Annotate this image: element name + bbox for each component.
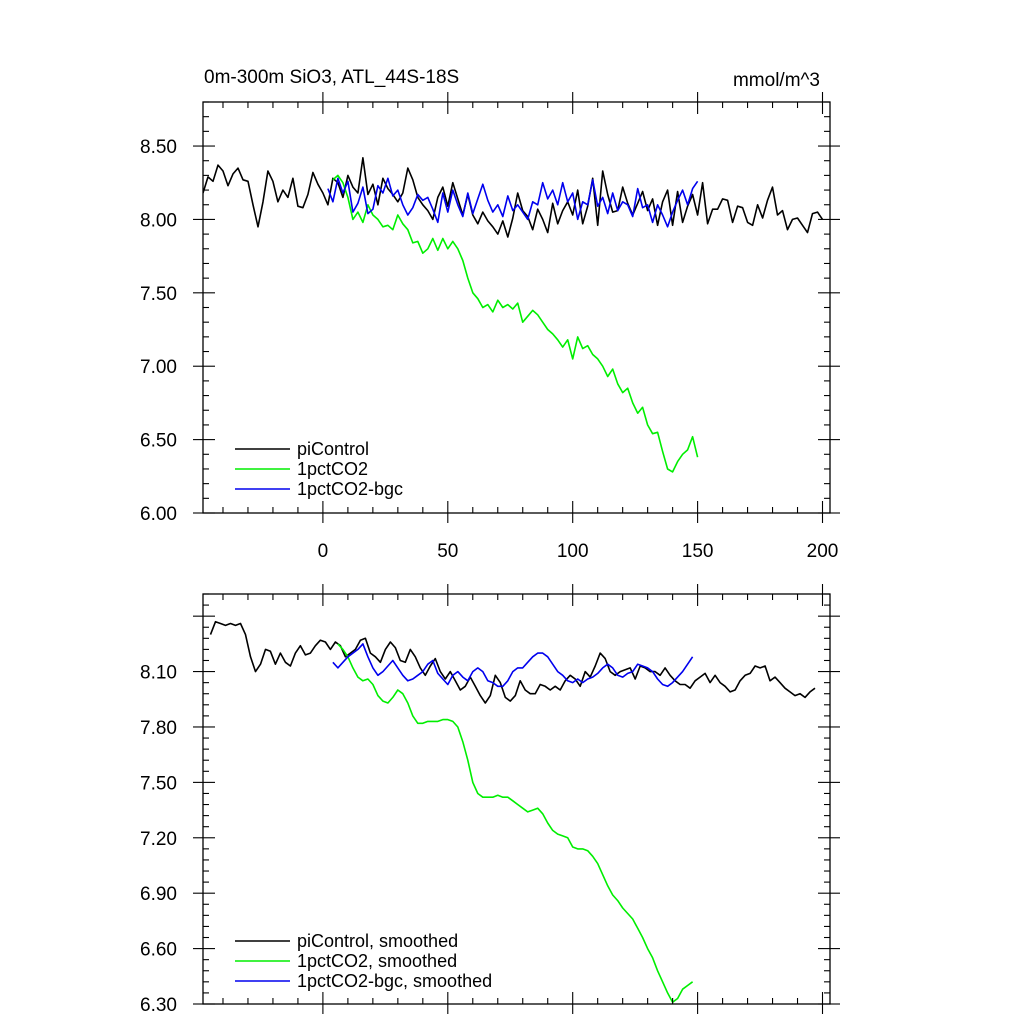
x-tick-label: 100 [557, 541, 589, 562]
plot-frame [202, 593, 831, 1005]
y-tick-label: 8.00 [140, 210, 177, 231]
x-tick-label: 0 [318, 541, 329, 562]
series-line-2 [332, 174, 699, 473]
y-tick-label: 6.60 [140, 940, 177, 961]
top-panel-axes: 0 50 100 150 200 6.00 6.50 7.00 7.50 8.00 8.50 [140, 92, 840, 562]
series-line-3 [327, 177, 699, 228]
x-tick-label: 150 [682, 541, 714, 562]
y-tick-label: 6.30 [140, 995, 177, 1016]
series-line-3 [332, 643, 694, 688]
bottom-panel-series [209, 620, 816, 1004]
legend-label-1: piControl [297, 439, 369, 459]
y-tick-label: 7.50 [140, 284, 177, 305]
top-panel: 0m-300m SiO3, ATL_44S-18S mmol/m^3 0 50 10… [140, 67, 840, 562]
y-tick-label: 7.50 [140, 773, 177, 794]
legend-label-2: 1pctCO2 [297, 459, 368, 479]
y-tick-label: 7.80 [140, 718, 177, 739]
legend-label-1: piControl, smoothed [297, 931, 458, 951]
y-tick-label: 8.50 [140, 137, 177, 158]
y-tick-label: 6.90 [140, 884, 177, 905]
x-tick-label: 200 [807, 541, 839, 562]
y-tick-label: 7.20 [140, 829, 177, 850]
y-tick-label: 6.50 [140, 431, 177, 452]
y-tick-label: 6.00 [140, 504, 177, 525]
bottom-panel-axes: 6.30 6.60 6.90 7.20 7.50 7.80 8.10 [140, 584, 840, 1016]
legend-label-2: 1pctCO2, smoothed [297, 951, 457, 971]
bottom-panel: 6.30 6.60 6.90 7.20 7.50 7.80 8.10 piControl, … [140, 584, 840, 1016]
top-panel-title: 0m-300m SiO3, ATL_44S-18S [204, 67, 459, 88]
legend-label-3: 1pctCO2-bgc, smoothed [297, 971, 492, 991]
series-line-2 [337, 643, 694, 1004]
units-label: mmol/m^3 [733, 70, 820, 91]
top-panel-series [203, 157, 824, 473]
y-tick-label: 8.10 [140, 663, 177, 684]
y-tick-label: 7.00 [140, 357, 177, 378]
series-line-1 [203, 157, 824, 238]
series-line-1 [209, 620, 816, 704]
x-tick-label: 50 [437, 541, 458, 562]
legend-label-3: 1pctCO2-bgc [297, 479, 403, 499]
